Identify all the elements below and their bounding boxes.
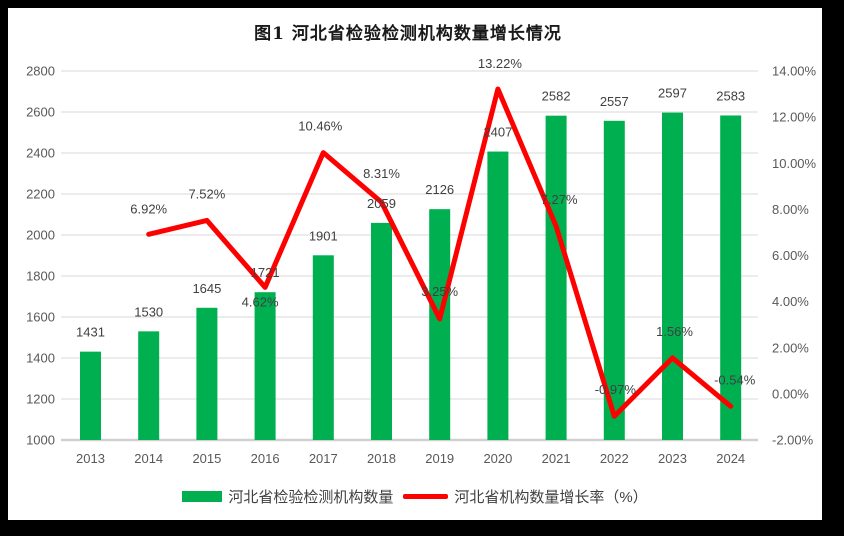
y-left-tick-label: 1600 (26, 310, 55, 325)
x-tick-label: 2021 (542, 451, 571, 466)
x-tick-label: 2023 (658, 451, 687, 466)
chart-canvas: 2800 2600 2400 2200 2000 1800 1600 1400 1200 1000… (26, 56, 817, 466)
y-right-tick-label: 0.00% (772, 386, 809, 401)
x-tick-label: 2014 (134, 451, 163, 466)
bar (80, 351, 101, 440)
line-data-label: 10.46% (298, 119, 343, 134)
x-tick-label: 2020 (483, 451, 512, 466)
y-right-tick-label: 14.00% (772, 64, 817, 79)
chart-title: 图1 河北省检验检测机构数量增长情况 (254, 24, 562, 44)
y-left-tick-label: 2200 (26, 187, 55, 202)
bar (603, 120, 625, 440)
bar (429, 209, 451, 440)
growth-rate-line (146, 86, 734, 419)
line-series-swatch-icon (403, 494, 449, 499)
bar-data-label: 2582 (542, 89, 571, 104)
line-data-label: 13.22% (478, 56, 523, 71)
y-left-tick-label: 2600 (26, 105, 55, 120)
bar-data-label: 1901 (309, 228, 338, 243)
line-data-label: 1.56% (656, 324, 693, 339)
bar (487, 151, 509, 440)
y-right-tick-label: 8.00% (772, 202, 809, 217)
bar-data-label: 2059 (367, 196, 396, 211)
line-data-label: 4.62% (242, 294, 279, 309)
line-data-label: 7.27% (541, 192, 578, 207)
y-left-tick-label: 1000 (26, 433, 55, 448)
y-left-tick-label: 2400 (26, 146, 55, 161)
bar-data-label: 2597 (658, 86, 687, 101)
bar-data-label: 2126 (425, 182, 454, 197)
bar-data-label: 1721 (251, 265, 280, 280)
bar (196, 307, 218, 440)
bar (545, 115, 567, 440)
y-right-tick-label: 6.00% (772, 248, 809, 263)
y-left-tick-label: 1400 (26, 351, 55, 366)
x-tick-label: 2015 (192, 451, 221, 466)
x-tick-label: 2022 (600, 451, 629, 466)
bar-data-label: 1431 (76, 325, 105, 340)
x-tick-label: 2018 (367, 451, 396, 466)
bar-data-label: 2583 (716, 88, 745, 103)
y-right-tick-label: 12.00% (772, 110, 817, 125)
line-series-legend-label: 河北省机构数量增长率（%） (454, 489, 648, 506)
line-data-label: 7.52% (188, 186, 225, 201)
bar-data-label: 1645 (192, 281, 221, 296)
y-right-tick-label: 2.00% (772, 340, 809, 355)
y-left-tick-label: 2000 (26, 228, 55, 243)
x-tick-label: 2017 (309, 451, 338, 466)
y-left-tick-label: 2800 (26, 64, 55, 79)
bar (254, 292, 276, 440)
bar (371, 222, 392, 440)
bar (312, 255, 334, 440)
bar-data-label: 2407 (483, 125, 512, 140)
bar-series-legend-label: 河北省检验检测机构数量 (228, 489, 394, 506)
x-tick-label: 2013 (76, 451, 105, 466)
bar-series-swatch-icon (182, 491, 223, 502)
legend-item-line-series: 河北省机构数量增长率（%） (403, 486, 648, 507)
x-tick-label: 2016 (251, 451, 280, 466)
x-tick-label: 2024 (716, 451, 745, 466)
bar (720, 115, 742, 441)
y-left-tick-label: 1200 (26, 392, 55, 407)
bar (662, 112, 683, 441)
x-tick-label: 2019 (425, 451, 454, 466)
line-data-label: 8.31% (363, 166, 400, 181)
y-right-tick-label: 10.00% (772, 156, 817, 171)
line-data-label: 6.92% (130, 201, 167, 216)
line-data-label: 3.25% (421, 284, 458, 299)
chart-legend: 河北省检验检测机构数量 河北省机构数量增长率（%） (8, 486, 822, 507)
y-right-tick-label: 4.00% (772, 294, 809, 309)
bar-data-label: 2557 (600, 94, 629, 109)
legend-item-bar-series: 河北省检验检测机构数量 (182, 486, 393, 507)
bar-data-label: 1530 (134, 304, 163, 319)
line-data-label: -0.97% (595, 382, 637, 397)
y-left-tick-label: 1800 (26, 269, 55, 284)
chart-panel: 图1 河北省检验检测机构数量增长情况 2800 2600 2400 2200 2000 1… (8, 8, 822, 520)
bar (138, 331, 160, 440)
y-right-tick-label: -2.00% (772, 433, 814, 448)
line-data-label: -0.54% (714, 372, 756, 387)
